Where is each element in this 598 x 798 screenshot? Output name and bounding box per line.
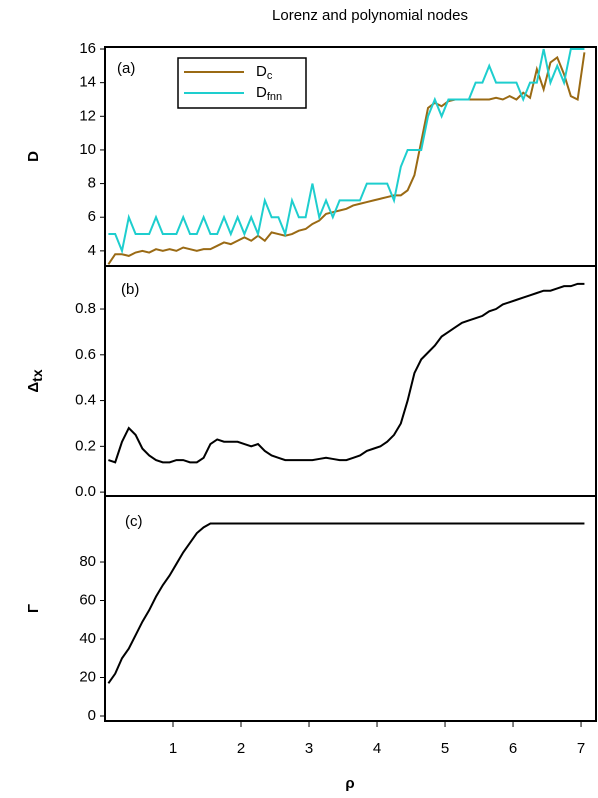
x-tick-label: 1 — [169, 740, 177, 757]
legend: Dc Dfnn — [177, 57, 307, 109]
data-line — [108, 282, 585, 464]
y-tick-label: 80 — [79, 553, 96, 570]
y-tick-label: 8 — [88, 175, 96, 192]
y-tick-label: 0.2 — [75, 437, 96, 454]
y-tick-label: 0.0 — [75, 483, 96, 500]
legend-label: Dfnn — [256, 84, 282, 103]
y-axis-label: Δtx — [25, 369, 45, 392]
y-axis-label: D — [25, 151, 42, 162]
x-axis-label: ρ — [345, 775, 354, 792]
y-tick-label: 40 — [79, 630, 96, 647]
y-tick-label: 0.4 — [75, 392, 96, 409]
x-tick-label: 3 — [305, 740, 313, 757]
data-line — [107, 52, 586, 265]
y-tick-label: 10 — [79, 141, 96, 158]
panel-label: (b) — [121, 281, 139, 298]
legend-box — [177, 57, 307, 109]
y-tick-label: 6 — [88, 208, 96, 225]
x-tick-label: 2 — [237, 740, 245, 757]
y-tick-label: 4 — [88, 242, 96, 259]
y-tick-label: 0 — [88, 707, 96, 724]
y-tick-label: 60 — [79, 591, 96, 608]
data-line — [108, 48, 585, 255]
legend-label: Dc — [256, 63, 273, 82]
x-tick-label: 5 — [441, 740, 449, 757]
x-tick-label: 6 — [509, 740, 517, 757]
y-tick-label: 12 — [79, 107, 96, 124]
y-tick-label: 0.8 — [75, 300, 96, 317]
y-tick-label: 14 — [79, 74, 96, 91]
chart-title: Lorenz and polynomial nodes — [272, 7, 468, 24]
y-axis-label: Γ — [25, 604, 42, 613]
panel-label: (a) — [117, 60, 135, 77]
y-tick-label: 16 — [79, 40, 96, 57]
data-line — [107, 522, 585, 684]
plot-frame — [104, 265, 597, 497]
plot-frame — [104, 495, 597, 722]
y-tick-label: 0.6 — [75, 346, 96, 363]
panel-label: (c) — [125, 513, 143, 530]
y-tick-label: 20 — [79, 668, 96, 685]
x-tick-label: 7 — [577, 740, 585, 757]
x-tick-label: 4 — [373, 740, 381, 757]
